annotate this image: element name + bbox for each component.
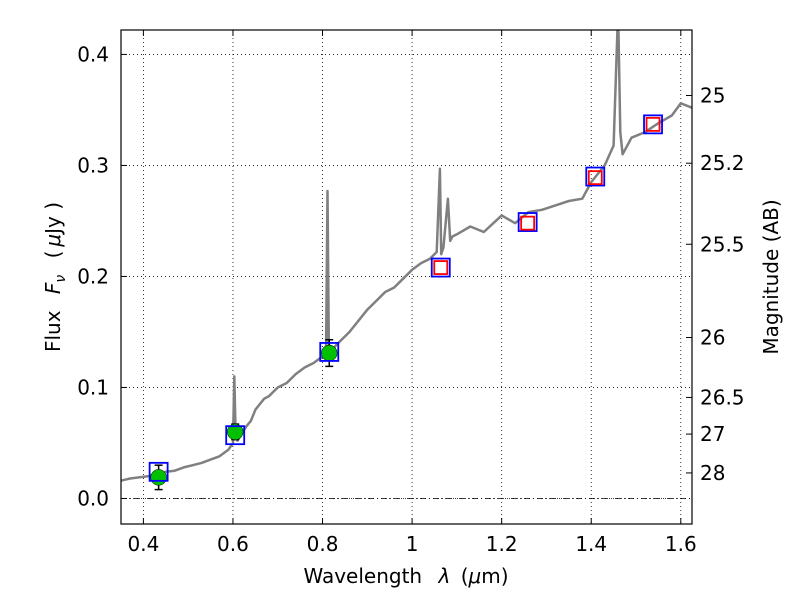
- model-photometry-square: [148, 461, 169, 482]
- y2-axis-label: Magnitude (AB): [759, 199, 783, 354]
- x-axis-label: Wavelength λ (μm): [303, 564, 508, 588]
- x-tick-label: 0.4: [127, 532, 159, 556]
- y-tick-label: 0.0: [77, 486, 109, 510]
- series-line-model-spectrum: [121, 30, 692, 482]
- x-tick-label: 1: [406, 532, 419, 556]
- y2-tick-label: 26.5: [700, 385, 745, 409]
- x-tick-label: 1.2: [486, 532, 518, 556]
- y2-tick-label: 25.5: [700, 232, 745, 256]
- x-tick-label: 0.8: [307, 532, 339, 556]
- model-photometry-square: [319, 342, 340, 362]
- y-axis-label: Flux Fν (μJy ): [41, 202, 70, 352]
- data-marks: [121, 30, 692, 491]
- y-tick-label: 0.1: [77, 375, 109, 399]
- y-tick-label: 0.4: [77, 42, 109, 66]
- y-tick-label: 0.3: [77, 153, 109, 177]
- model-photometry-square: [517, 212, 538, 232]
- plot-area: 0.4 0.6 0.8 1 1.2 1.4 1.6 0.0 0.1 0.2 0.3 0.4 25 25.2…: [77, 29, 745, 556]
- observed-point: [150, 469, 167, 486]
- model-photometry-square: [225, 425, 246, 446]
- plot-frame: [120, 29, 693, 525]
- y2-tick-label: 25.2: [700, 151, 745, 175]
- model-photometry-square: [643, 114, 663, 135]
- observed-infrared-square: [587, 170, 603, 186]
- observed-infrared-square: [520, 215, 536, 231]
- x-tick-label: 0.6: [217, 532, 249, 556]
- y2-tick-label: 28: [700, 461, 725, 485]
- y-tick-label: 0.2: [77, 264, 109, 288]
- y2-tick-label: 25: [700, 83, 725, 107]
- y2-tick-label: 26: [700, 326, 725, 350]
- model-photometry-square: [585, 166, 606, 187]
- observed-infrared-square: [645, 116, 661, 132]
- observed-point: [226, 423, 244, 441]
- observed-point: [320, 344, 338, 362]
- model-photometry-square: [430, 257, 451, 278]
- y2-tick-label: 27: [700, 422, 725, 446]
- x-tick-label: 1.6: [665, 532, 697, 556]
- observed-infrared-square: [433, 260, 449, 275]
- x-tick-label: 1.4: [575, 532, 607, 556]
